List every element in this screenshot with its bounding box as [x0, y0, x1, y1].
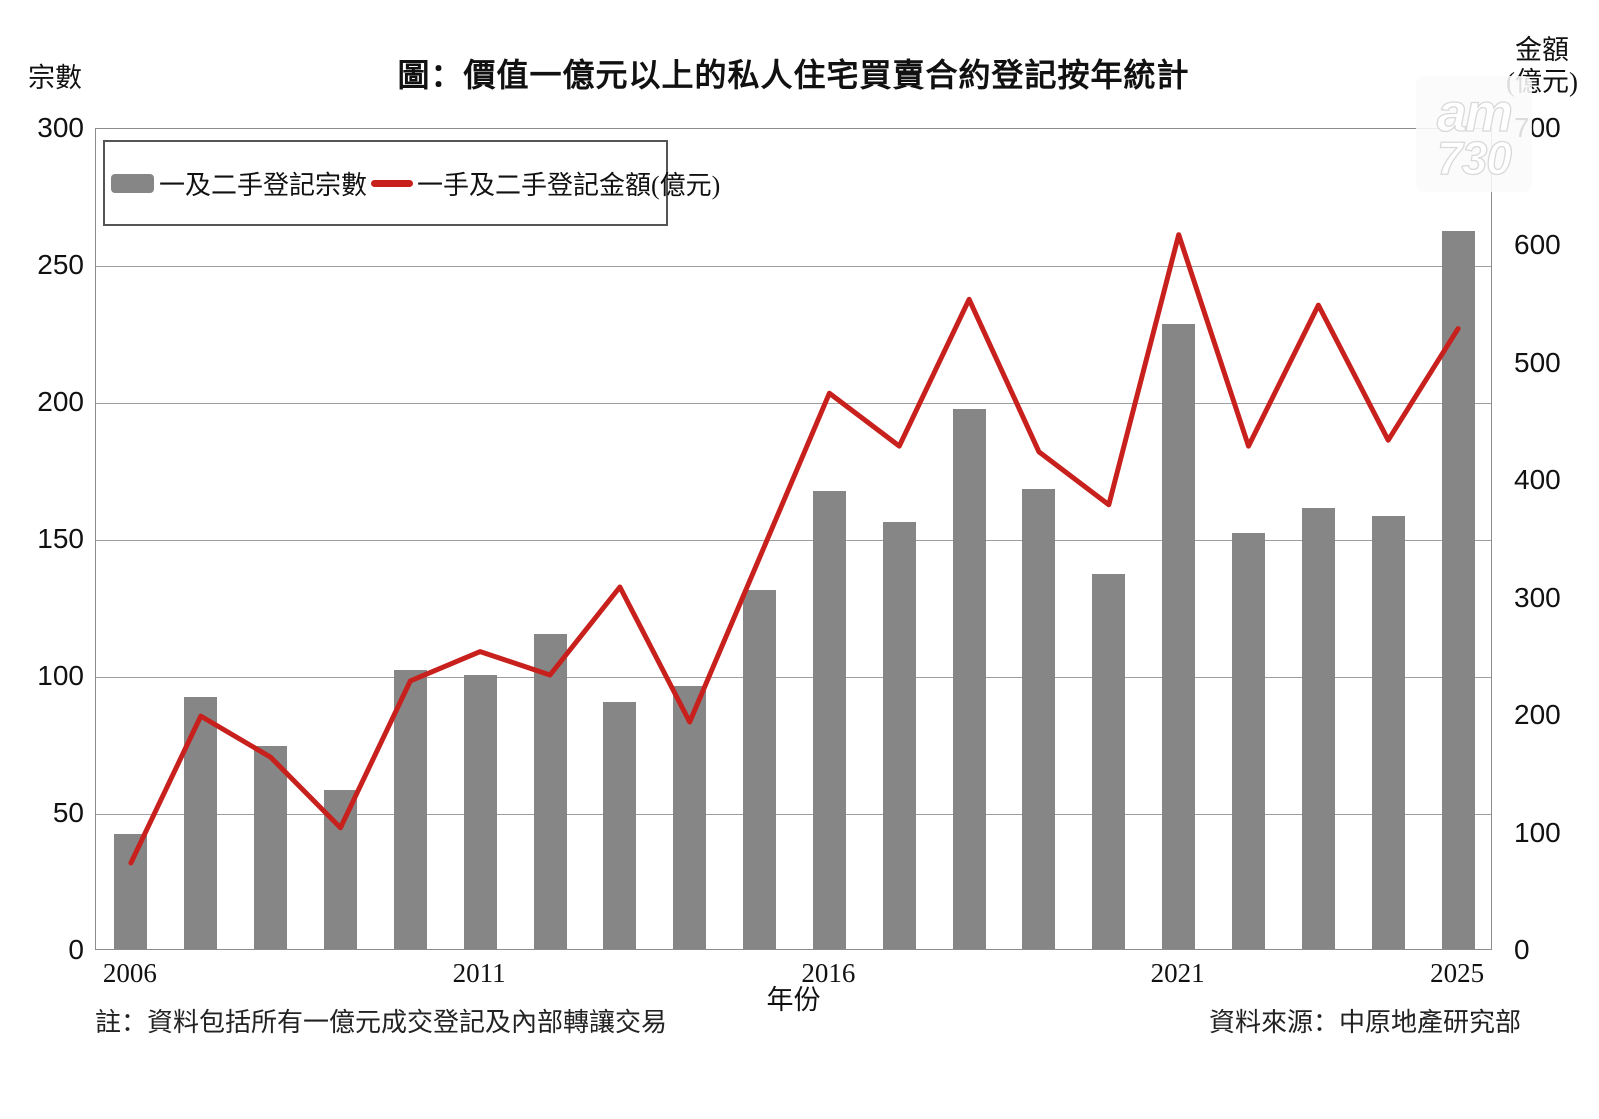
bar-2012	[533, 633, 567, 949]
right-tick-label: 200	[1514, 699, 1561, 731]
left-tick-label: 100	[37, 660, 84, 691]
left-tick-label: 0	[68, 934, 84, 965]
bar-2014	[673, 685, 707, 949]
bar-2021	[1162, 324, 1196, 949]
bar-2018	[952, 409, 986, 949]
left-tick-label: 200	[37, 386, 84, 417]
left-tick-label: 150	[37, 523, 84, 554]
bar-2023	[1301, 507, 1335, 949]
bar-2019	[1022, 488, 1056, 949]
bar-2008	[254, 746, 288, 949]
legend: 一及二手登記宗數 一手及二手登記金額(億元)	[103, 140, 720, 226]
right-axis-unit-line1: 金額	[1515, 35, 1569, 65]
bar-2006	[114, 833, 148, 949]
right-tick-label: 400	[1514, 464, 1561, 496]
x-tick-label-2006: 2006	[102, 958, 157, 988]
right-tick-label: 500	[1514, 346, 1561, 378]
x-tick-label-2016: 2016	[801, 958, 856, 988]
grid-line	[96, 403, 1491, 404]
x-axis-title: 年份	[766, 985, 821, 1015]
plot-area: 一及二手登記宗數 一手及二手登記金額(億元)	[95, 128, 1492, 950]
x-tick-label-2021: 2021	[1150, 958, 1205, 988]
amount-line-chart	[128, 232, 1461, 866]
right-tick-label: 600	[1514, 229, 1561, 261]
legend-bar-swatch-icon	[111, 173, 154, 193]
left-tick-label: 250	[37, 249, 84, 280]
bar-2022	[1232, 532, 1266, 949]
bar-2016	[812, 491, 846, 949]
watermark-text-am: am	[1436, 83, 1513, 143]
right-tick-label: 100	[1514, 816, 1561, 848]
left-tick-label: 50	[52, 797, 84, 828]
amount-line	[128, 232, 1461, 866]
x-tick-label-2011: 2011	[452, 958, 506, 988]
bar-2020	[1092, 573, 1126, 949]
bar-2015	[743, 590, 777, 949]
chart-title: 圖：價值一億元以上的私人住宅買賣合約登記按年統計	[397, 57, 1190, 93]
bar-2013	[603, 702, 637, 949]
footnote: 註：資料包括所有一億元成交登記及內部轉讓交易	[95, 1008, 668, 1037]
watermark-text-730: 730	[1436, 131, 1512, 184]
grid-line	[96, 540, 1491, 541]
grid-line	[96, 677, 1491, 678]
legend-bar-label: 一及二手登記宗數	[159, 170, 368, 200]
left-axis-unit-label: 宗數	[28, 63, 82, 93]
bar-2024	[1371, 516, 1405, 949]
bar-2017	[882, 521, 916, 949]
x-tick-label-2025: 2025	[1430, 958, 1485, 988]
left-tick-label: 300	[37, 112, 84, 143]
data-source: 資料來源：中原地產研究部	[1208, 1008, 1521, 1037]
right-tick-label: 0	[1514, 934, 1530, 965]
bar-2010	[393, 669, 427, 949]
am730-watermark-logo: am 730	[1416, 76, 1532, 192]
right-tick-label: 300	[1514, 581, 1561, 613]
grid-line	[96, 814, 1491, 815]
legend-line-label: 一手及二手登記金額(億元)	[417, 170, 721, 200]
grid-line	[96, 266, 1491, 267]
legend-line-swatch-icon	[371, 179, 414, 187]
bar-2011	[463, 675, 497, 949]
